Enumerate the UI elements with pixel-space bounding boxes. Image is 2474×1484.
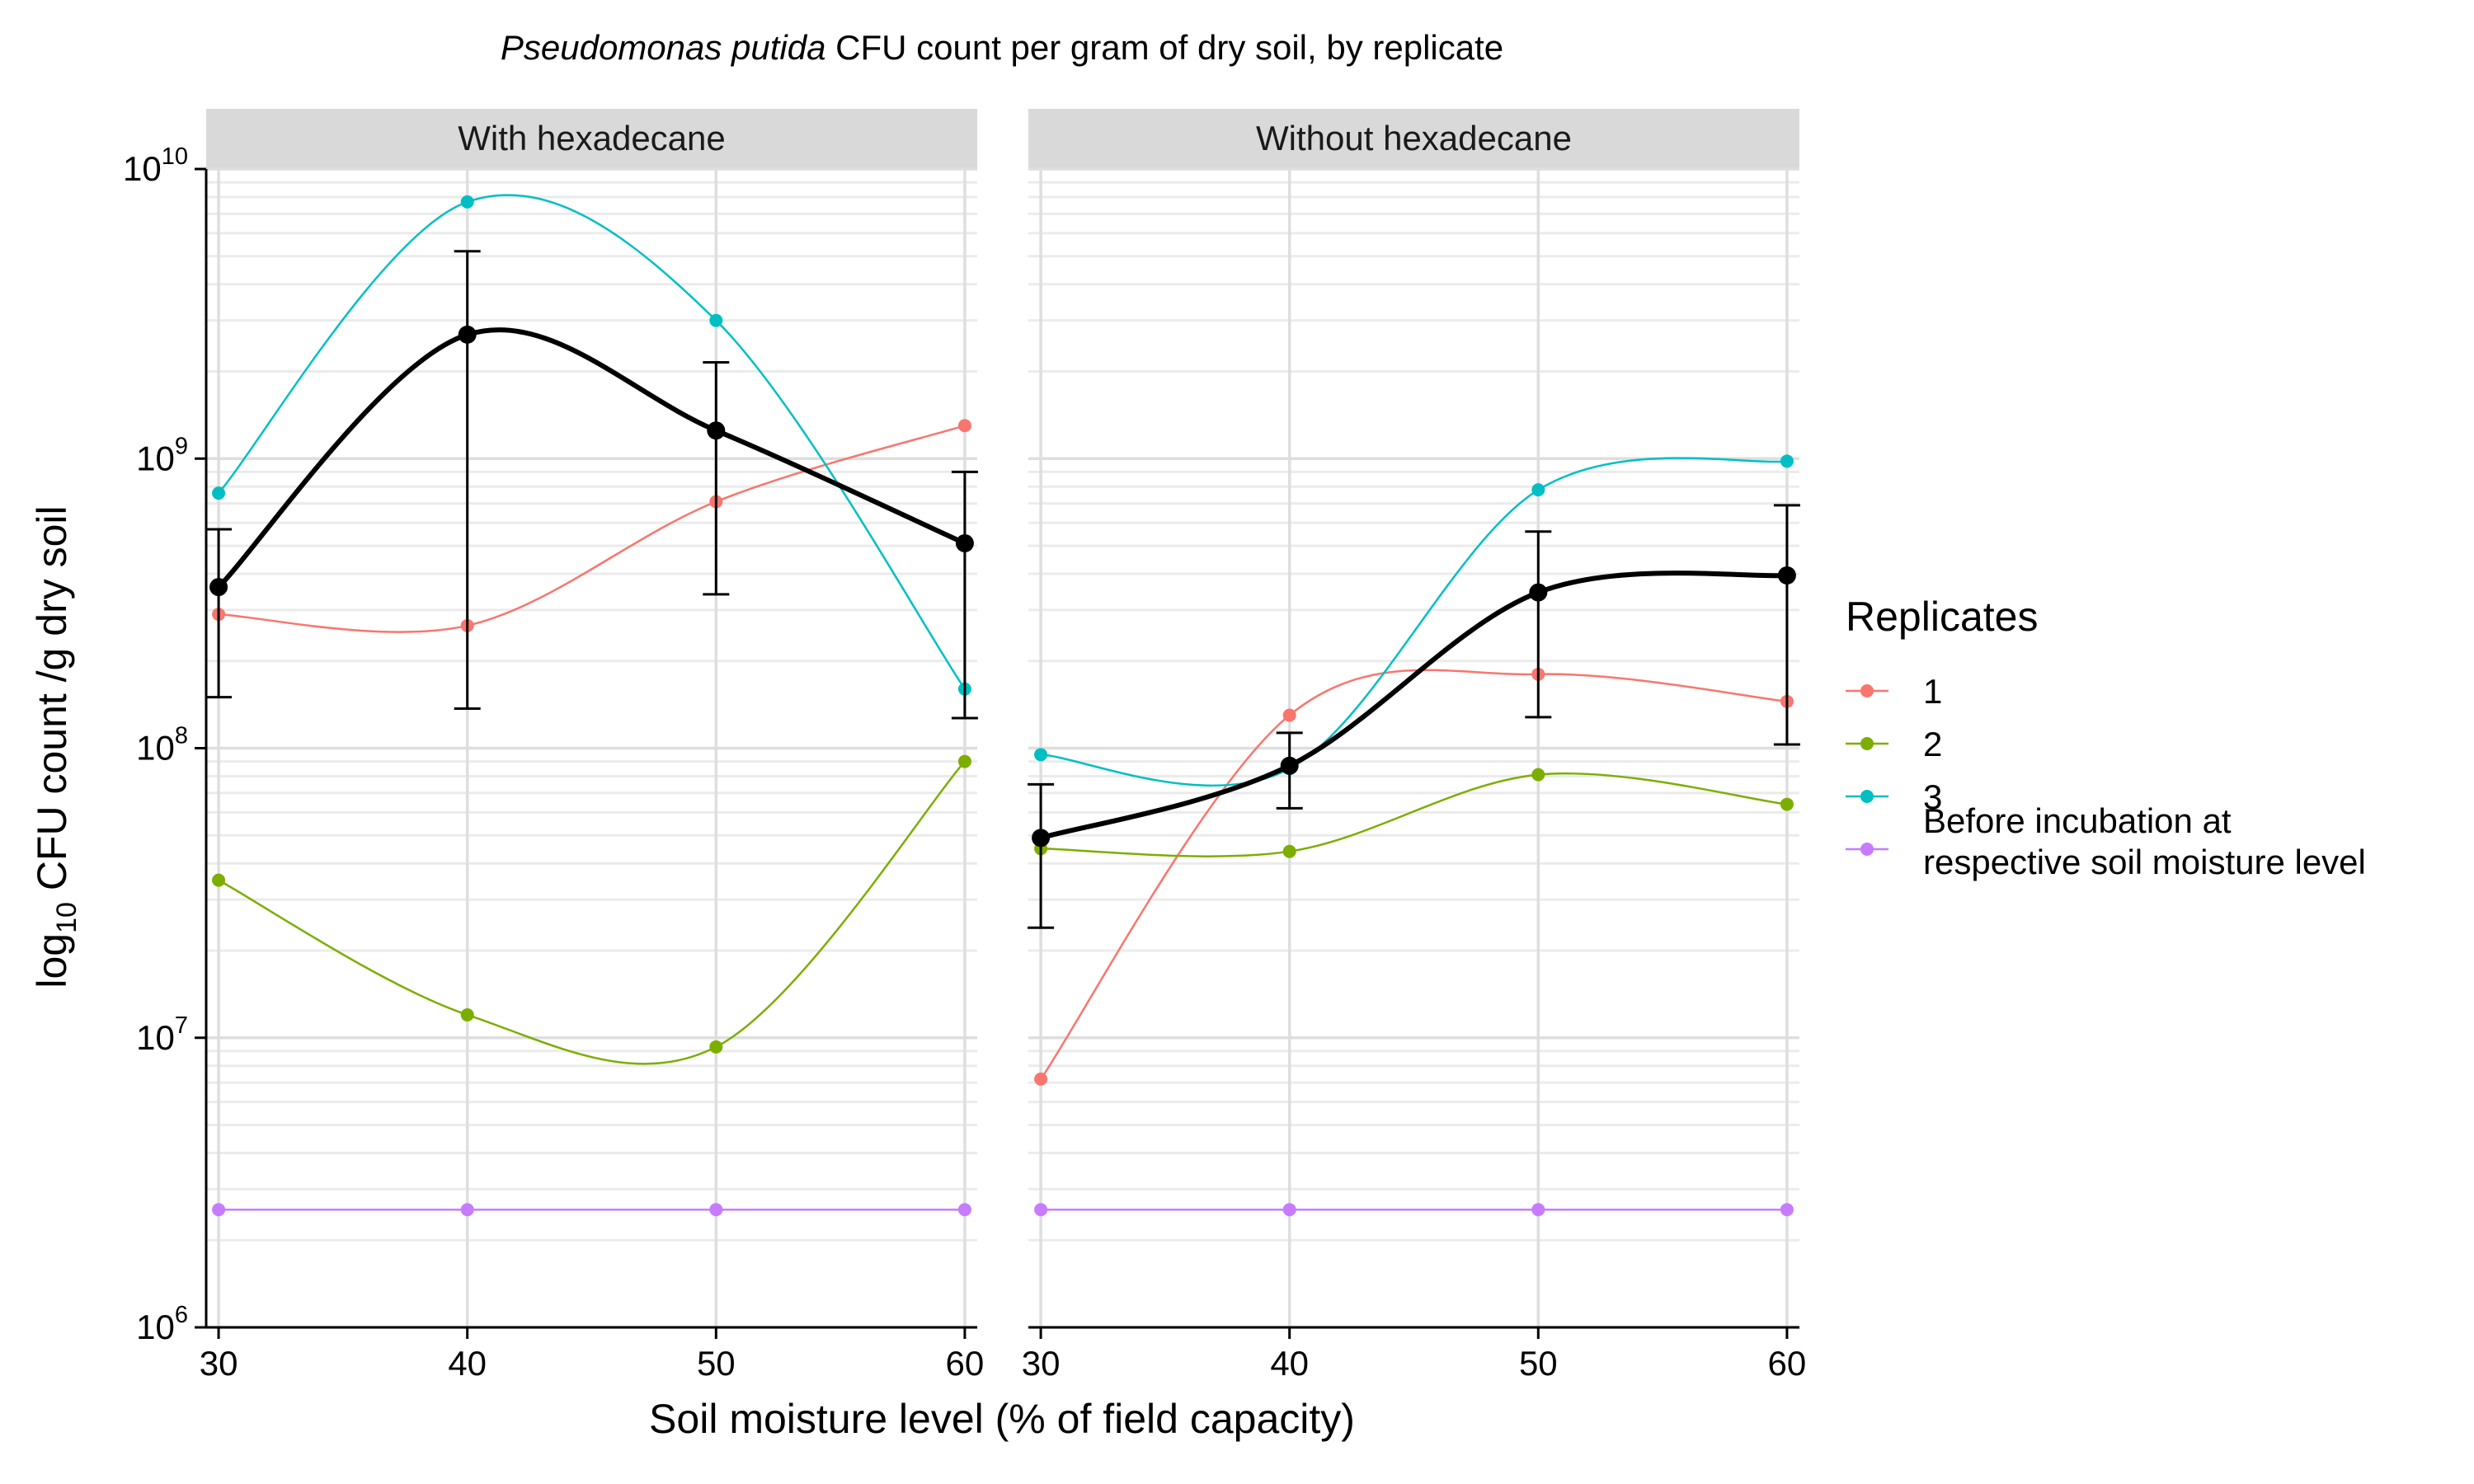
panel-1-x-tick-label: 40 — [448, 1344, 487, 1383]
y-tick-label: 109 — [136, 433, 188, 477]
panel-1-mean-point — [209, 578, 228, 597]
y-tick-label: 108 — [136, 723, 188, 768]
panel-1-series-1-point — [957, 419, 971, 433]
y-tick-label: 106 — [136, 1302, 188, 1346]
panel-2-series-4-point — [1034, 1203, 1048, 1217]
y-tick-label-base: 10 — [136, 729, 175, 768]
y-tick-label-base: 10 — [123, 149, 162, 188]
y-axis-label-subscript: 10 — [51, 902, 82, 933]
legend-key-point — [1860, 843, 1874, 856]
legend-label-line: respective soil moisture level — [1923, 843, 2366, 881]
panel-1-x-tick-label: 30 — [200, 1344, 238, 1383]
legend-label: 3 — [1923, 777, 1942, 816]
panel-2-mean-point — [1280, 756, 1299, 775]
panel-2-x-tick-label: 30 — [1022, 1344, 1061, 1383]
panel-1-series-1-line — [219, 425, 966, 633]
panel-2-strip-background — [1028, 109, 1799, 169]
panel-2-series-2-point — [1780, 797, 1794, 811]
panel-2-x-tick-label: 50 — [1519, 1344, 1558, 1383]
chart-title: Pseudomonas putida CFU count per gram of… — [501, 28, 1503, 67]
y-tick-label-exponent: 8 — [175, 723, 188, 749]
panel-1-series-3-point — [709, 313, 723, 327]
panel-1-strip-background — [206, 109, 977, 169]
chart-title-species: Pseudomonas putida — [501, 28, 826, 67]
legend-key-point — [1860, 790, 1874, 803]
panel-2-series-2-line — [1041, 772, 1788, 857]
y-tick-label-exponent: 7 — [175, 1012, 188, 1039]
y-axis-label-rest: CFU count /g dry soil — [29, 505, 75, 902]
y-tick-label-exponent: 6 — [175, 1302, 188, 1328]
panel-2-series-3-point — [1780, 454, 1794, 468]
panel-2-mean-point — [1529, 583, 1548, 602]
panel-1-series-4-point — [709, 1203, 723, 1217]
panel-1-series-4-point — [957, 1203, 971, 1217]
panel-2-mean-point — [1777, 566, 1796, 585]
legend-key-point — [1860, 737, 1874, 750]
panel-2-series-2-point — [1282, 844, 1296, 858]
panel-1-series-2-point — [212, 873, 226, 887]
panel-1-mean-point — [955, 533, 974, 552]
panel-2-series-2-point — [1531, 768, 1545, 782]
panel-1-series-2-point — [460, 1007, 474, 1021]
panel-1-series-3-point — [212, 486, 226, 500]
panel-2-mean-point — [1032, 829, 1051, 848]
y-tick-label-exponent: 9 — [175, 433, 188, 459]
panel-1-series-2-point — [957, 754, 971, 768]
panel-1-series-4-point — [460, 1203, 474, 1217]
panel-2-x-tick-label: 60 — [1768, 1344, 1807, 1383]
panel-1-series-2-line — [218, 760, 966, 1065]
panel-2-series-1-point — [1282, 708, 1296, 722]
y-tick-label-base: 10 — [136, 1308, 175, 1346]
panel-2-series-4-point — [1282, 1203, 1296, 1217]
panel-1-x-tick-label: 50 — [697, 1344, 736, 1383]
y-axis-label: log10 CFU count /g dry soil — [29, 505, 82, 988]
panel-1-mean-line — [216, 327, 967, 589]
panel-2-series-4-point — [1531, 1203, 1545, 1217]
panel-2-series-3-line — [1041, 457, 1788, 787]
panel-1-x-tick-label: 60 — [946, 1344, 985, 1383]
panel-2-x-tick-label: 40 — [1270, 1344, 1309, 1383]
panel-2-series-1-point — [1034, 1072, 1048, 1086]
legend-label-line: Before incubation at — [1923, 801, 2232, 840]
y-tick-label: 107 — [136, 1012, 188, 1057]
chart-title-rest: CFU count per gram of dry soil, by repli… — [825, 28, 1503, 67]
panel-2-series-1-line — [1040, 669, 1788, 1080]
legend-label: 1 — [1923, 672, 1942, 711]
x-axis-label: Soil moisture level (% of field capacity… — [649, 1396, 1355, 1442]
y-tick-label-exponent: 10 — [162, 143, 188, 170]
panel-2-series-3-point — [1531, 483, 1545, 497]
panel-1-strip-label: With hexadecane — [458, 119, 726, 157]
legend-title: Replicates — [1846, 594, 2038, 640]
y-tick-label-base: 10 — [136, 1018, 175, 1057]
panel-1-mean-point — [707, 421, 726, 440]
panel-2-strip-label: Without hexadecane — [1256, 119, 1572, 157]
legend-label: 2 — [1923, 725, 1942, 763]
panel-1-series-3-point — [460, 195, 474, 209]
panel-2-mean-line — [1040, 571, 1788, 841]
y-axis-label-log: log — [29, 933, 75, 989]
legend-label: Before incubation at respective soil mois… — [1923, 801, 2366, 881]
y-tick-label: 1010 — [123, 143, 188, 188]
panel-2-series-3-point — [1034, 748, 1048, 762]
panel-1-mean-point — [458, 325, 477, 344]
panel-2-series-4-point — [1780, 1203, 1794, 1217]
panel-1-series-3-line — [218, 194, 966, 690]
y-tick-label-base: 10 — [136, 439, 175, 477]
panel-1-series-4-point — [212, 1203, 226, 1217]
legend-key-point — [1860, 684, 1874, 697]
panel-1-series-2-point — [709, 1040, 723, 1054]
